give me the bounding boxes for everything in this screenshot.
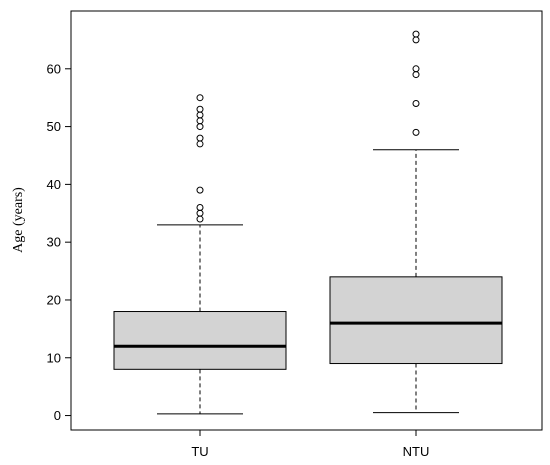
- plot-frame: [70, 10, 543, 431]
- box-tu: [113, 94, 287, 415]
- iqr-box: [113, 311, 287, 370]
- x-tick-label-tu: TU: [191, 444, 208, 459]
- outlier-point: [196, 123, 204, 131]
- outlier-point: [196, 140, 204, 148]
- outlier-point: [196, 111, 204, 119]
- outlier-point: [412, 65, 420, 73]
- outlier-point: [196, 105, 204, 113]
- y-tick-label: 50: [47, 119, 61, 134]
- outlier-point: [412, 99, 420, 107]
- outlier-point: [196, 94, 204, 102]
- x-axis: TU NTU: [191, 430, 429, 459]
- y-tick-label: 60: [47, 61, 61, 76]
- outlier-point: [196, 117, 204, 125]
- outlier-point: [196, 186, 204, 194]
- boxes: [113, 30, 503, 415]
- outlier-point: [196, 215, 204, 223]
- outlier-point: [412, 30, 420, 38]
- outlier-point: [412, 71, 420, 79]
- y-tick-label: 40: [47, 177, 61, 192]
- x-tick-label-ntu: NTU: [403, 444, 430, 459]
- outlier-point: [196, 203, 204, 211]
- outlier-point: [412, 36, 420, 44]
- outlier-point: [196, 134, 204, 142]
- box-ntu: [329, 30, 503, 414]
- y-tick-label: 0: [54, 408, 61, 423]
- y-tick-label: 10: [47, 350, 61, 365]
- iqr-box: [329, 276, 503, 365]
- outlier-point: [196, 209, 204, 217]
- y-tick-label: 20: [47, 292, 61, 307]
- outlier-point: [412, 128, 420, 136]
- y-axis: 0 10 20 30 40 50 60: [47, 61, 71, 423]
- y-tick-label: 30: [47, 235, 61, 250]
- y-axis-label: Age (years): [11, 187, 26, 253]
